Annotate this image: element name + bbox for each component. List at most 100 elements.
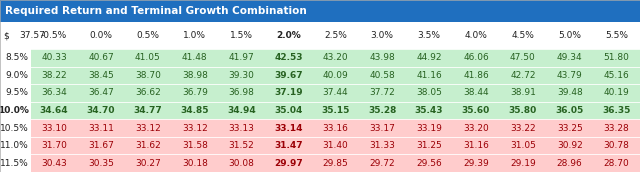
Text: 28.70: 28.70 (604, 159, 630, 168)
Text: 30.27: 30.27 (135, 159, 161, 168)
Text: 35.60: 35.60 (462, 106, 490, 115)
Text: 30.43: 30.43 (41, 159, 67, 168)
Text: 40.58: 40.58 (369, 71, 395, 80)
Text: 33.22: 33.22 (510, 123, 536, 133)
FancyBboxPatch shape (31, 154, 640, 172)
Text: 51.80: 51.80 (604, 53, 630, 62)
Text: 35.43: 35.43 (415, 106, 444, 115)
Text: 33.11: 33.11 (88, 123, 114, 133)
Text: 31.40: 31.40 (323, 141, 348, 150)
Text: 35.15: 35.15 (321, 106, 349, 115)
Text: 36.98: 36.98 (228, 88, 255, 98)
Text: 46.06: 46.06 (463, 53, 489, 62)
Text: 43.79: 43.79 (557, 71, 582, 80)
Text: 31.58: 31.58 (182, 141, 208, 150)
Text: 5.0%: 5.0% (558, 31, 581, 40)
Text: 2.0%: 2.0% (276, 31, 301, 40)
Text: 29.56: 29.56 (416, 159, 442, 168)
Text: 41.97: 41.97 (228, 53, 255, 62)
FancyBboxPatch shape (31, 67, 640, 84)
FancyBboxPatch shape (0, 102, 31, 119)
Text: 33.14: 33.14 (275, 123, 303, 133)
Text: 33.16: 33.16 (323, 123, 348, 133)
Text: 31.70: 31.70 (41, 141, 67, 150)
FancyBboxPatch shape (0, 49, 31, 67)
Text: 30.35: 30.35 (88, 159, 114, 168)
Text: 37.57: 37.57 (19, 31, 45, 40)
Text: 31.33: 31.33 (369, 141, 395, 150)
FancyBboxPatch shape (0, 0, 640, 22)
Text: 38.45: 38.45 (88, 71, 114, 80)
Text: 41.16: 41.16 (416, 71, 442, 80)
Text: 0.0%: 0.0% (90, 31, 113, 40)
Text: 39.30: 39.30 (228, 71, 255, 80)
Text: 31.67: 31.67 (88, 141, 114, 150)
Text: 41.05: 41.05 (135, 53, 161, 62)
Text: 33.12: 33.12 (135, 123, 161, 133)
FancyBboxPatch shape (0, 119, 31, 137)
Text: 35.80: 35.80 (509, 106, 537, 115)
FancyBboxPatch shape (31, 102, 640, 119)
Text: 45.16: 45.16 (604, 71, 630, 80)
Text: 36.79: 36.79 (182, 88, 208, 98)
Text: 40.09: 40.09 (323, 71, 348, 80)
Text: 33.10: 33.10 (41, 123, 67, 133)
Text: 30.18: 30.18 (182, 159, 208, 168)
Text: 4.0%: 4.0% (465, 31, 488, 40)
Text: 41.48: 41.48 (182, 53, 207, 62)
Text: 31.47: 31.47 (274, 141, 303, 150)
Text: 38.98: 38.98 (182, 71, 208, 80)
Text: 38.44: 38.44 (463, 88, 489, 98)
Text: 31.52: 31.52 (228, 141, 255, 150)
Text: 39.67: 39.67 (274, 71, 303, 80)
Text: 35.28: 35.28 (368, 106, 396, 115)
Text: 33.28: 33.28 (604, 123, 630, 133)
Text: 4.5%: 4.5% (511, 31, 534, 40)
Text: 29.97: 29.97 (274, 159, 303, 168)
FancyBboxPatch shape (0, 67, 31, 84)
Text: 40.33: 40.33 (41, 53, 67, 62)
Text: 33.13: 33.13 (228, 123, 255, 133)
Text: 9.0%: 9.0% (6, 71, 29, 80)
Text: 38.05: 38.05 (416, 88, 442, 98)
Text: 9.5%: 9.5% (6, 88, 29, 98)
Text: 5.5%: 5.5% (605, 31, 628, 40)
Text: 31.16: 31.16 (463, 141, 489, 150)
Text: 31.25: 31.25 (416, 141, 442, 150)
Text: 29.19: 29.19 (510, 159, 536, 168)
FancyBboxPatch shape (31, 119, 640, 137)
Text: 39.48: 39.48 (557, 88, 582, 98)
FancyBboxPatch shape (0, 84, 31, 102)
FancyBboxPatch shape (0, 137, 31, 154)
Text: 42.53: 42.53 (275, 53, 303, 62)
Text: 47.50: 47.50 (510, 53, 536, 62)
Text: 11.0%: 11.0% (0, 141, 29, 150)
FancyBboxPatch shape (0, 154, 31, 172)
FancyBboxPatch shape (31, 84, 640, 102)
Text: 28.96: 28.96 (557, 159, 582, 168)
Text: 36.62: 36.62 (135, 88, 161, 98)
Text: 36.47: 36.47 (88, 88, 114, 98)
Text: Required Return and Terminal Growth Combination: Required Return and Terminal Growth Comb… (5, 6, 307, 16)
Text: 37.72: 37.72 (369, 88, 395, 98)
Text: 36.35: 36.35 (602, 106, 631, 115)
FancyBboxPatch shape (31, 137, 640, 154)
Text: 0.5%: 0.5% (136, 31, 159, 40)
Text: 40.67: 40.67 (88, 53, 114, 62)
Text: 42.72: 42.72 (510, 71, 536, 80)
Text: $: $ (3, 31, 9, 40)
Text: 29.72: 29.72 (369, 159, 395, 168)
Text: 10.0%: 10.0% (0, 106, 29, 115)
Text: 8.5%: 8.5% (6, 53, 29, 62)
Text: 34.85: 34.85 (180, 106, 209, 115)
Text: 38.91: 38.91 (510, 88, 536, 98)
Text: 37.44: 37.44 (323, 88, 348, 98)
Text: 43.98: 43.98 (369, 53, 395, 62)
Text: 34.94: 34.94 (227, 106, 256, 115)
Text: 40.19: 40.19 (604, 88, 630, 98)
Text: 49.34: 49.34 (557, 53, 582, 62)
Text: 41.86: 41.86 (463, 71, 489, 80)
FancyBboxPatch shape (0, 22, 640, 49)
Text: 33.12: 33.12 (182, 123, 207, 133)
Text: 3.0%: 3.0% (371, 31, 394, 40)
